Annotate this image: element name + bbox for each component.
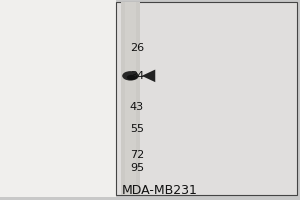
Text: 26: 26 [130, 43, 144, 53]
Bar [125, 2, 136, 195]
Bar [121, 2, 140, 195]
Bar [0, 0, 116, 197]
Text: 72: 72 [130, 150, 144, 160]
Text: 34: 34 [130, 71, 144, 81]
Text: 95: 95 [130, 163, 144, 173]
Text: 43: 43 [130, 102, 144, 112]
Bar [116, 2, 297, 195]
Ellipse shape [122, 71, 139, 81]
Ellipse shape [127, 75, 136, 80]
Text: MDA-MB231: MDA-MB231 [122, 184, 197, 197]
Polygon shape [142, 70, 155, 82]
Text: 55: 55 [130, 124, 144, 134]
